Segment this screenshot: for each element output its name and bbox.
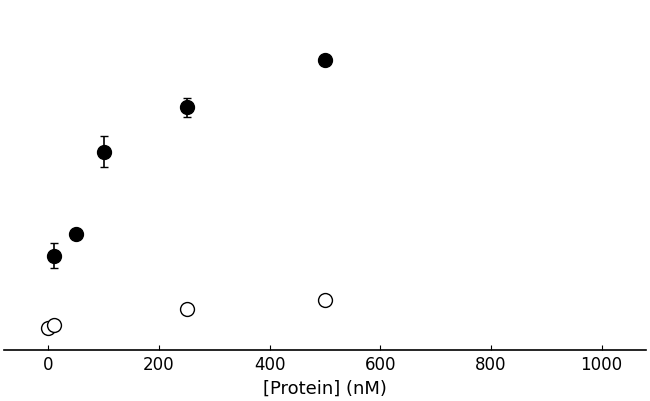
X-axis label: [Protein] (nM): [Protein] (nM)	[263, 379, 387, 397]
